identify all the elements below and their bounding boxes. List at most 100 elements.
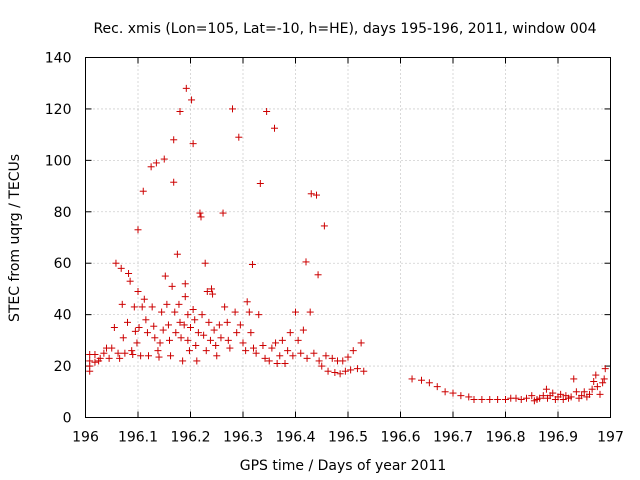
data-point	[331, 369, 339, 376]
y-tick-label: 120	[45, 102, 72, 118]
data-point	[160, 155, 168, 163]
data-point	[142, 316, 150, 324]
data-point	[159, 326, 167, 334]
data-point	[187, 324, 194, 331]
data-point	[299, 326, 307, 334]
data-point	[306, 308, 314, 316]
data-point	[441, 388, 449, 396]
data-point	[235, 133, 243, 141]
data-point	[170, 178, 178, 186]
data-point	[134, 226, 142, 234]
x-tick-label: 196.1	[118, 430, 158, 446]
data-point	[189, 140, 197, 148]
data-point	[105, 354, 113, 362]
data-point	[601, 365, 609, 373]
data-point	[292, 308, 299, 316]
data-point	[125, 270, 133, 277]
data-point	[150, 322, 158, 330]
data-point	[539, 392, 547, 400]
data-point	[135, 324, 143, 331]
data-point	[341, 367, 349, 375]
x-tick-label: 196.6	[380, 430, 420, 446]
data-point	[133, 339, 141, 347]
data-point	[188, 96, 196, 104]
data-point	[209, 290, 217, 298]
data-point	[559, 396, 567, 403]
data-point	[223, 318, 231, 326]
data-point	[233, 329, 241, 337]
data-point	[124, 318, 131, 326]
data-point	[231, 308, 239, 316]
x-tick-label: 196	[72, 430, 99, 446]
data-point	[425, 379, 433, 387]
data-point	[226, 344, 234, 352]
data-point	[590, 378, 598, 385]
data-point	[224, 336, 232, 344]
data-point	[86, 357, 94, 365]
data-point	[138, 303, 146, 311]
x-tick-label: 196.7	[433, 430, 473, 446]
data-point	[570, 375, 578, 383]
data-point	[457, 392, 465, 400]
data-point	[278, 336, 286, 344]
data-point	[168, 282, 176, 290]
data-point	[247, 329, 255, 337]
data-point	[219, 209, 227, 217]
data-point	[206, 336, 214, 344]
data-point	[181, 293, 189, 301]
y-tick-label: 0	[63, 411, 72, 427]
data-point	[357, 339, 365, 347]
data-point	[578, 392, 586, 400]
data-point	[202, 347, 210, 355]
x-axis-label: GPS time / Days of year 2011	[240, 458, 447, 474]
data-point	[110, 324, 118, 331]
data-point	[523, 394, 530, 402]
data-point	[418, 376, 425, 384]
data-point	[194, 329, 202, 337]
x-tick-label: 196.4	[275, 430, 315, 446]
data-point	[205, 318, 213, 326]
grid-lines	[85, 57, 611, 418]
data-point	[360, 367, 368, 375]
data-point	[143, 329, 151, 337]
data-point	[208, 285, 215, 293]
data-point	[271, 124, 278, 132]
data-point	[167, 352, 175, 360]
data-point	[161, 272, 169, 280]
data-point	[196, 209, 204, 217]
data-point	[261, 354, 269, 362]
data-point	[502, 396, 509, 403]
data-point	[307, 190, 315, 198]
data-point	[145, 352, 152, 360]
data-point	[536, 394, 544, 402]
data-point	[154, 347, 162, 355]
data-point	[158, 308, 166, 316]
x-tick-label: 196.2	[170, 430, 210, 446]
data-point	[184, 336, 192, 344]
data-point	[252, 349, 260, 357]
data-point	[600, 375, 608, 383]
data-point	[119, 334, 127, 342]
data-point	[302, 258, 310, 266]
data-point	[347, 366, 355, 374]
data-point	[151, 334, 159, 342]
chart-title: Rec. xmis (Lon=105, Lat=-10, h=HE), days…	[93, 21, 596, 37]
data-point	[297, 349, 305, 357]
data-point	[221, 303, 229, 311]
data-point	[118, 300, 126, 308]
data-point	[336, 370, 344, 378]
data-point	[213, 352, 221, 360]
data-point	[229, 105, 236, 113]
y-axis-label: STEC from uqrg / TECUs	[7, 154, 23, 322]
data-point	[528, 392, 536, 400]
data-point	[494, 396, 502, 403]
data-point	[320, 222, 328, 230]
data-point	[172, 329, 180, 337]
data-point	[284, 347, 292, 355]
x-tick-label: 196.9	[538, 430, 578, 446]
x-tick-label: 196.3	[223, 430, 263, 446]
data-point	[173, 250, 181, 258]
data-point	[152, 159, 160, 167]
data-point	[248, 261, 256, 268]
